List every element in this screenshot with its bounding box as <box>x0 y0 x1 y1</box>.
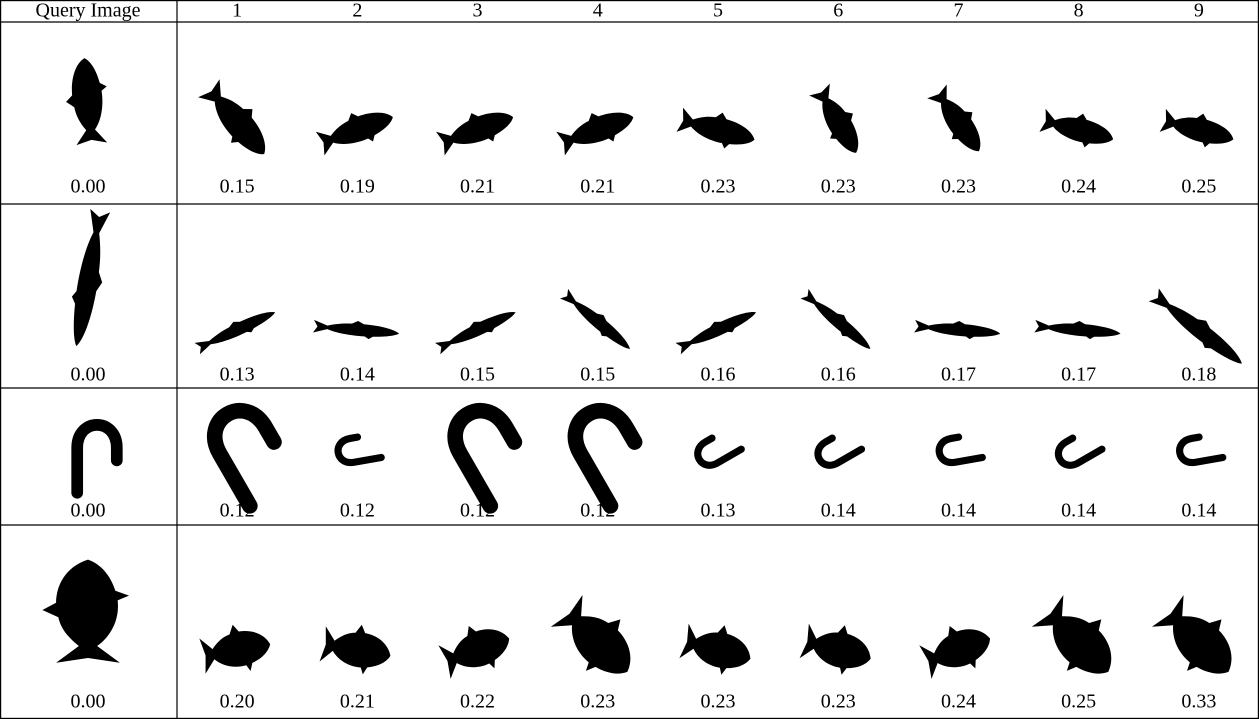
score-label: 0.14 <box>1181 500 1216 522</box>
score-label: 0.13 <box>701 500 736 522</box>
fish-silhouette <box>438 625 510 679</box>
fish-silhouette <box>1039 108 1114 148</box>
fish-silhouette <box>800 288 871 349</box>
fish-silhouette <box>1031 595 1112 674</box>
eel-silhouette <box>1054 434 1106 469</box>
column-header: 1 <box>232 0 242 22</box>
score-label: 0.00 <box>71 364 106 386</box>
score-label: 0.16 <box>701 364 736 386</box>
eel-silhouette <box>567 403 643 514</box>
fish-silhouette <box>435 311 516 355</box>
score-label: 0.23 <box>701 176 736 198</box>
score-label: 0.14 <box>340 364 375 386</box>
column-header: 3 <box>473 0 483 22</box>
score-label: 0.25 <box>1181 176 1216 198</box>
column-header: Query Image <box>36 0 141 22</box>
score-label: 0.15 <box>220 176 255 198</box>
fish-silhouette <box>315 112 393 156</box>
score-label: 0.12 <box>580 500 615 522</box>
column-header: 9 <box>1194 0 1204 22</box>
score-label: 0.22 <box>460 691 495 713</box>
fish-silhouette <box>809 83 859 153</box>
fish-silhouette <box>927 84 981 152</box>
score-label: 0.18 <box>1181 364 1216 386</box>
column-header: 2 <box>352 0 362 22</box>
fish-silhouette <box>199 624 271 674</box>
score-label: 0.21 <box>580 176 615 198</box>
score-label: 0.23 <box>821 176 856 198</box>
fish-silhouette <box>1148 288 1242 364</box>
fish-silhouette <box>556 112 634 156</box>
score-label: 0.15 <box>580 364 615 386</box>
score-label: 0.17 <box>941 364 976 386</box>
score-label: 0.24 <box>1061 176 1096 198</box>
score-label: 0.19 <box>340 176 375 198</box>
score-label: 0.16 <box>821 364 856 386</box>
score-label: 0.23 <box>701 691 736 713</box>
score-label: 0.00 <box>71 691 106 713</box>
score-label: 0.23 <box>821 691 856 713</box>
fish-silhouette <box>194 311 276 355</box>
fish-silhouette <box>1034 319 1121 340</box>
fish-silhouette <box>198 79 266 155</box>
column-header: 5 <box>713 0 723 22</box>
fish-silhouette <box>560 288 630 349</box>
score-label: 0.12 <box>220 500 255 522</box>
fish-silhouette <box>319 624 391 675</box>
score-label: 0.21 <box>340 691 375 713</box>
score-label: 0.25 <box>1061 691 1096 713</box>
fish-silhouette <box>66 58 108 146</box>
fish-silhouette <box>799 623 871 675</box>
fish-silhouette <box>42 559 130 663</box>
fish-silhouette <box>312 319 400 340</box>
score-label: 0.14 <box>821 500 856 522</box>
score-label: 0.14 <box>941 500 976 522</box>
eel-silhouette <box>935 433 986 466</box>
column-header: 6 <box>833 0 843 22</box>
eel-silhouette <box>1176 433 1227 466</box>
score-label: 0.23 <box>941 176 976 198</box>
fish-silhouette <box>675 311 757 355</box>
score-label: 0.14 <box>1061 500 1096 522</box>
eel-silhouette <box>814 434 866 469</box>
eel-silhouette <box>71 419 123 499</box>
fish-silhouette <box>919 625 991 679</box>
fish-silhouette <box>1151 595 1232 674</box>
score-label: 0.23 <box>580 691 615 713</box>
score-label: 0.12 <box>460 500 495 522</box>
fish-silhouette <box>914 319 1001 340</box>
score-label: 0.21 <box>460 176 495 198</box>
eel-silhouette <box>694 434 745 469</box>
score-label: 0.17 <box>1061 364 1096 386</box>
fish-silhouette <box>1159 108 1234 148</box>
column-header: 4 <box>593 0 603 22</box>
eel-silhouette <box>206 403 282 514</box>
column-header: 8 <box>1074 0 1084 22</box>
fish-silhouette <box>676 107 755 149</box>
column-header: 7 <box>953 0 963 22</box>
fish-silhouette <box>550 595 631 674</box>
eel-silhouette <box>447 403 523 514</box>
score-label: 0.12 <box>340 500 375 522</box>
score-label: 0.00 <box>71 500 106 522</box>
eel-silhouette <box>334 433 385 466</box>
score-label: 0.24 <box>941 691 976 713</box>
score-label: 0.33 <box>1181 691 1216 713</box>
fish-silhouette <box>71 208 111 347</box>
fish-silhouette <box>679 623 751 675</box>
score-label: 0.13 <box>220 364 255 386</box>
score-label: 0.15 <box>460 364 495 386</box>
fish-silhouette <box>436 112 514 156</box>
score-label: 0.20 <box>220 691 255 713</box>
score-label: 0.00 <box>71 176 106 198</box>
